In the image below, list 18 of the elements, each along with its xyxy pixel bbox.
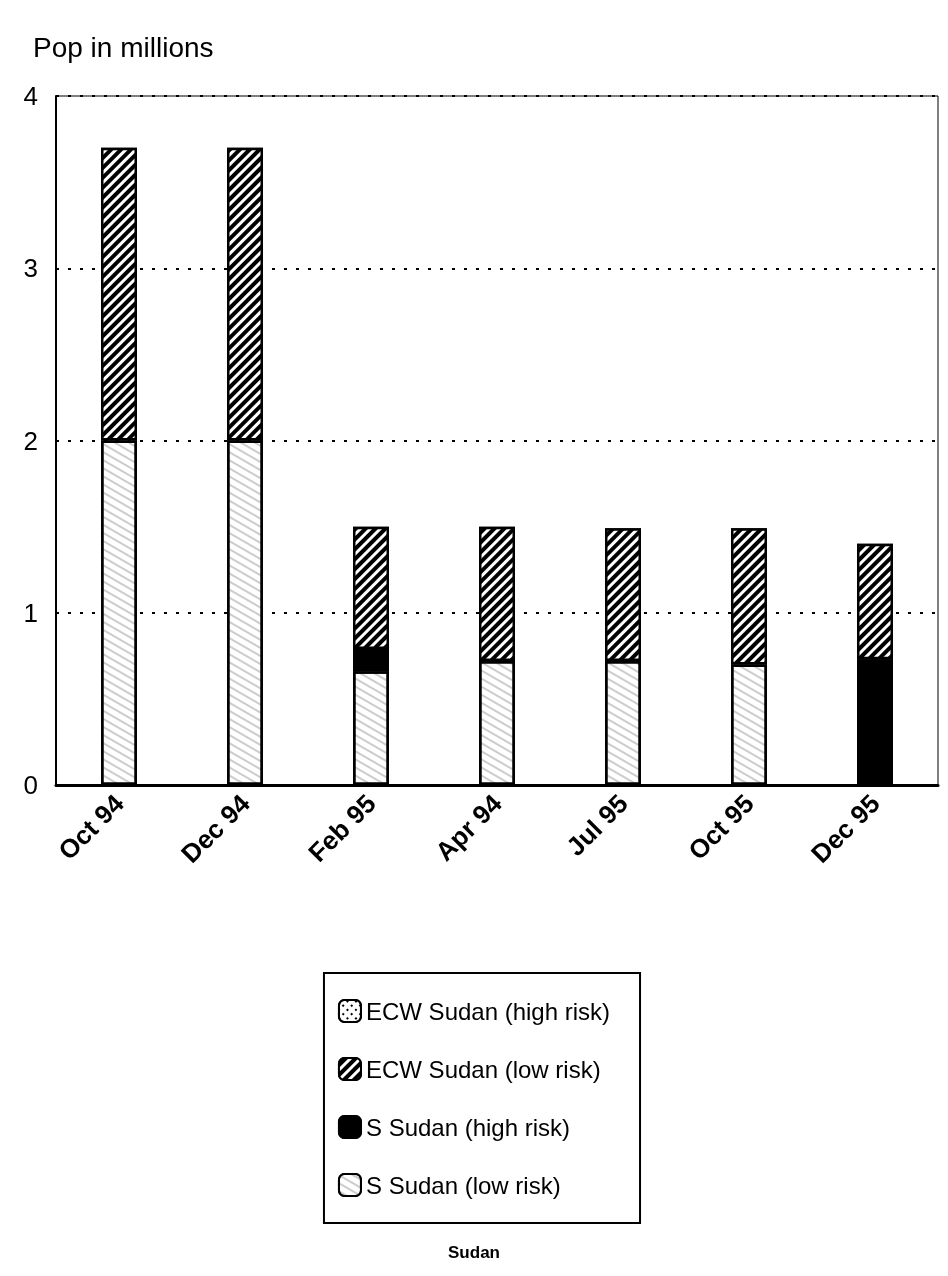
legend-label: ECW Sudan (low risk) — [365, 1055, 601, 1083]
legend-label: ECW Sudan (high risk) — [365, 997, 611, 1025]
y-axis-title: Pop in millions — [33, 31, 214, 63]
y-tick-label: 0 — [23, 770, 38, 800]
x-tick-label: Oct 95 — [682, 788, 760, 866]
x-tick-label: Dec 94 — [175, 788, 256, 869]
x-tick-label: Dec 95 — [805, 788, 886, 869]
x-tick-label: Apr 94 — [429, 788, 508, 867]
legend-label: S Sudan (low risk) — [365, 1171, 561, 1199]
x-tick-label: Jul 95 — [560, 788, 634, 862]
x-tick-label: Oct 94 — [52, 788, 130, 866]
text: Sudan — [448, 1243, 500, 1262]
y-tick-label: 2 — [23, 425, 38, 456]
x-tick-label: Feb 95 — [302, 788, 382, 868]
y-tick-label: 4 — [23, 81, 38, 111]
y-tick-label: 3 — [23, 253, 38, 284]
y-tick-label: 1 — [23, 597, 38, 628]
legend-label: S Sudan (high risk) — [365, 1113, 571, 1141]
